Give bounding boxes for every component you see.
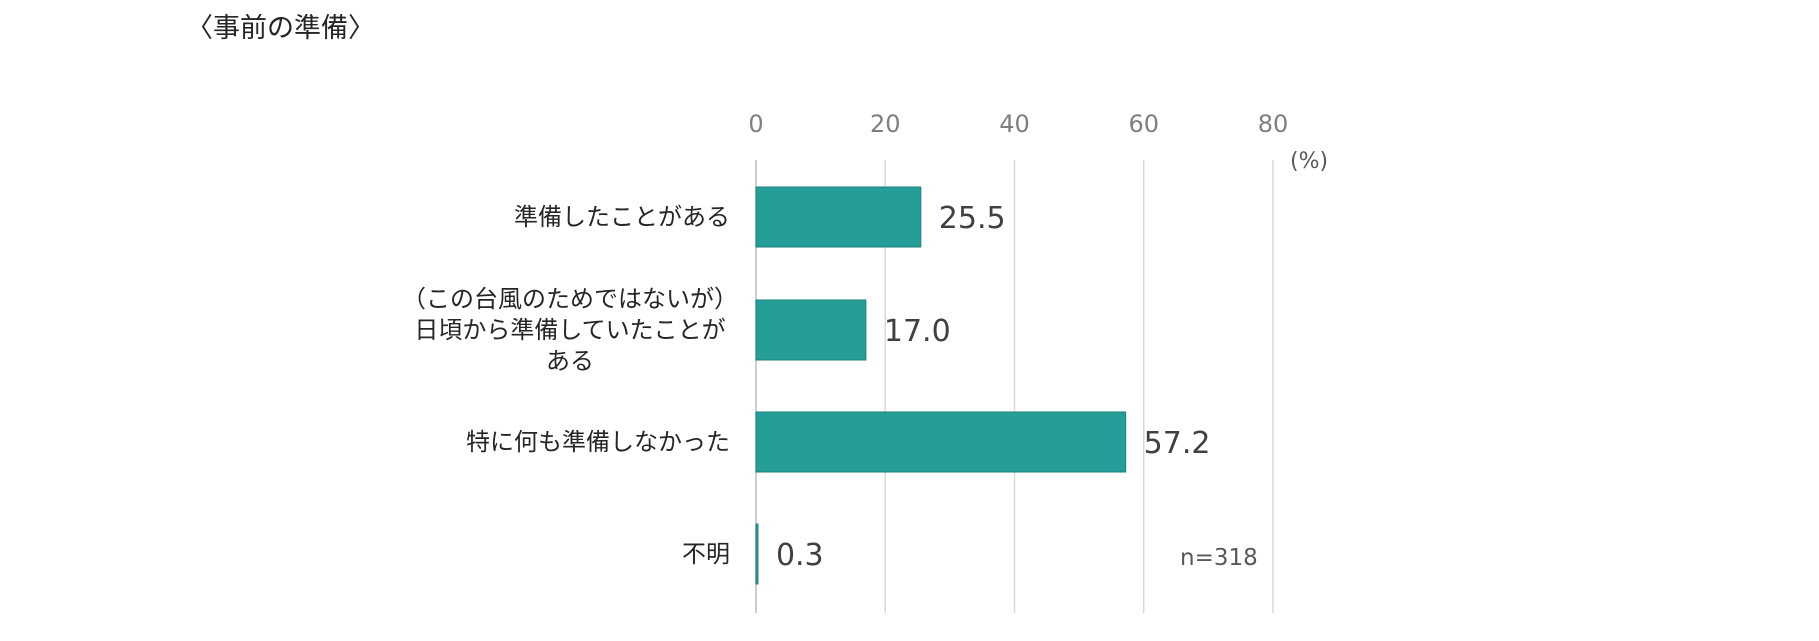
sample-size-note: n=318 xyxy=(1180,545,1258,571)
chart-title: 〈事前の準備〉 xyxy=(186,13,375,44)
x-tick-label: 0 xyxy=(748,110,763,138)
category-label: 不明 xyxy=(682,540,730,568)
x-axis-ticks: 0 20 40 60 80 xyxy=(748,110,1288,138)
x-tick-label: 80 xyxy=(1258,110,1289,138)
bars xyxy=(755,186,1127,585)
x-tick-label: 40 xyxy=(999,110,1030,138)
category-labels: 準備したことがある （この台風のためではないが） 日頃から準備していたことがある特に… xyxy=(402,203,738,568)
unit-label: (%) xyxy=(1290,149,1328,174)
value-label: 0.3 xyxy=(776,538,824,573)
x-tick-label: 20 xyxy=(870,110,901,138)
category-label: 準備したことがある xyxy=(514,203,730,231)
value-label: 25.5 xyxy=(939,201,1006,236)
category-label: （この台風のためではないが） xyxy=(402,285,738,313)
bar xyxy=(755,411,1127,473)
category-label: 特に何も準備しなかった xyxy=(466,428,730,456)
category-label: ある xyxy=(546,347,594,375)
value-labels: 25.5 17.0 57.2 0.3 xyxy=(776,201,1211,573)
x-tick-label: 60 xyxy=(1128,110,1159,138)
bar xyxy=(755,523,759,585)
category-label: 日頃から準備していたことが xyxy=(414,316,725,344)
bar xyxy=(755,299,867,361)
bar xyxy=(755,186,922,248)
value-label: 57.2 xyxy=(1144,426,1211,461)
value-label: 17.0 xyxy=(884,314,951,349)
